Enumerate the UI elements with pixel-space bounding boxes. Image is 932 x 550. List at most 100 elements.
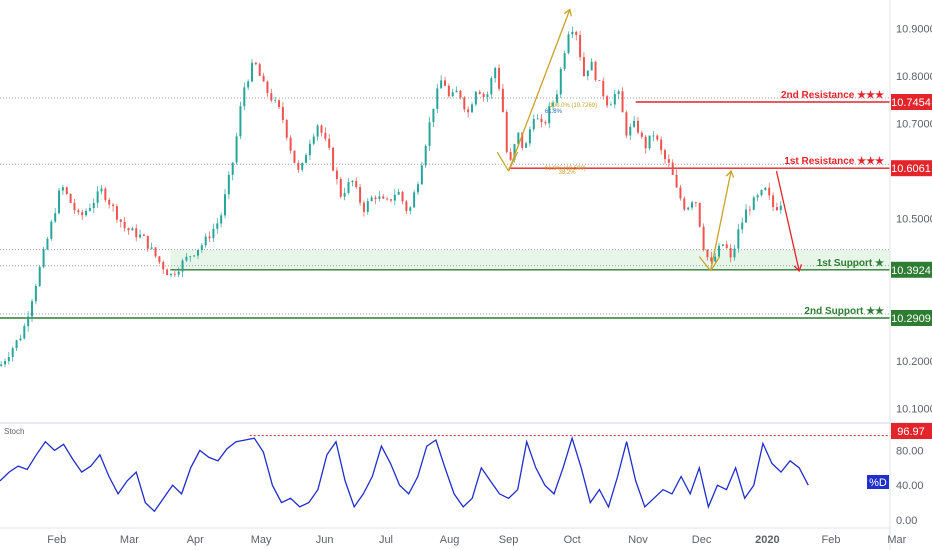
- candle-body: [173, 273, 176, 275]
- projection-tail: [698, 256, 721, 272]
- candle-body: [54, 213, 57, 222]
- candle-body: [108, 199, 111, 205]
- candle-body: [216, 223, 219, 229]
- candle-body: [227, 174, 230, 195]
- candle-body: [131, 228, 134, 231]
- time-axis[interactable]: Feb Mar Apr May Jun Jul Aug Sep Oct Nov Dec 2020 Feb…: [47, 534, 906, 546]
- candle-body: [200, 245, 203, 250]
- candle-body: [478, 91, 481, 94]
- candle-body: [42, 249, 45, 267]
- level-0-price-tag: [891, 93, 932, 110]
- candle-body: [343, 192, 346, 197]
- candle-body: [285, 119, 288, 138]
- candle-body: [204, 236, 207, 246]
- candle-body: [644, 136, 647, 149]
- candle-body: [100, 188, 103, 192]
- candle-body: [305, 155, 308, 163]
- candle-body: [382, 196, 385, 199]
- time-tick-label: Jun: [316, 534, 334, 546]
- candle-body: [46, 238, 49, 250]
- fib-label-1: 61.8%: [545, 109, 563, 115]
- candle-body: [50, 221, 53, 239]
- candle-body: [162, 262, 165, 270]
- stoch-tick-label: 40.00: [896, 480, 924, 492]
- candle-body: [177, 271, 180, 275]
- candle-body: [355, 180, 358, 188]
- candle-body: [652, 135, 655, 137]
- candle-body: [609, 104, 612, 106]
- time-tick-label: Apr: [187, 534, 204, 546]
- price-pane[interactable]: 2nd Resistance ★★★ 10.7454 1st Resistance …: [0, 8, 932, 368]
- candle-body: [185, 256, 188, 261]
- level-0-price-tag-text: 10.7454: [891, 97, 931, 109]
- price-axis[interactable]: 10.9000 10.8000 10.7000 10.5000 10.2000 10.10…: [896, 24, 932, 416]
- candle-body: [667, 159, 670, 163]
- candle-body: [220, 215, 223, 224]
- candle-body: [401, 191, 404, 202]
- projection-arrow-1[interactable]: [710, 170, 732, 272]
- candle-body: [308, 143, 311, 156]
- candle-body: [575, 31, 578, 36]
- candle-body: [405, 201, 408, 211]
- candle-body: [579, 35, 582, 58]
- candle-body: [127, 228, 130, 231]
- candle-body: [416, 184, 419, 193]
- candle-body: [389, 199, 392, 201]
- candle-body: [420, 165, 423, 185]
- stochastic-axis[interactable]: 80.00 40.00 0.00: [896, 445, 924, 527]
- candle-body: [428, 122, 431, 146]
- candle-body: [544, 122, 547, 124]
- candle-body: [498, 67, 501, 89]
- candle-body: [725, 244, 728, 249]
- projection-arrow-0[interactable]: [507, 9, 571, 172]
- candle-body: [61, 187, 64, 191]
- level-3-label: 2nd Support ★★: [804, 306, 884, 317]
- candle-body: [19, 338, 22, 341]
- candle-body: [721, 244, 724, 246]
- candle-body: [231, 162, 234, 175]
- candle-body: [582, 57, 585, 77]
- candle-body: [447, 85, 450, 97]
- candle-body: [11, 348, 14, 357]
- level-0-label: 2nd Resistance ★★★: [781, 90, 884, 101]
- projection-arrow-2[interactable]: [775, 170, 800, 272]
- candle-body: [235, 136, 238, 163]
- time-tick-label: Mar: [887, 534, 906, 546]
- candle-body: [440, 80, 443, 89]
- level-2-price-tag-text: 10.3924: [891, 265, 931, 277]
- candle-body: [664, 150, 667, 160]
- candle-body: [525, 143, 528, 148]
- candle-body: [378, 196, 381, 200]
- candle-body: [96, 191, 99, 203]
- candle-body: [633, 120, 636, 127]
- candle-body: [509, 152, 512, 160]
- candle-body: [69, 193, 72, 203]
- fib-label-2: 61.8% (10.599): [545, 166, 586, 172]
- time-tick-label: 2020: [755, 534, 779, 546]
- candle-body: [555, 94, 558, 103]
- candle-body: [7, 356, 10, 362]
- candle-body: [648, 135, 651, 149]
- candle-body: [293, 150, 296, 163]
- candle-body: [471, 104, 474, 113]
- level-3-price-tag-text: 10.2909: [891, 313, 931, 325]
- candle-body: [351, 180, 354, 183]
- candle-body: [320, 125, 323, 133]
- candle-body: [362, 202, 365, 212]
- candle-body: [119, 219, 122, 222]
- candle-body: [3, 361, 6, 365]
- candle-body: [146, 235, 149, 249]
- stochastic-pane[interactable]: Stoch %D 96.97: [0, 423, 932, 513]
- candle-body: [613, 93, 616, 105]
- candle-body: [775, 207, 778, 211]
- candle-body: [424, 145, 427, 166]
- price-tick-label: 10.2000: [896, 356, 932, 368]
- candle-body: [254, 62, 257, 65]
- candle-body: [756, 195, 759, 198]
- candle-body: [212, 228, 215, 239]
- candle-body: [81, 212, 84, 216]
- candle-body: [660, 139, 663, 151]
- candle-body: [77, 210, 80, 213]
- candle-body: [729, 248, 732, 258]
